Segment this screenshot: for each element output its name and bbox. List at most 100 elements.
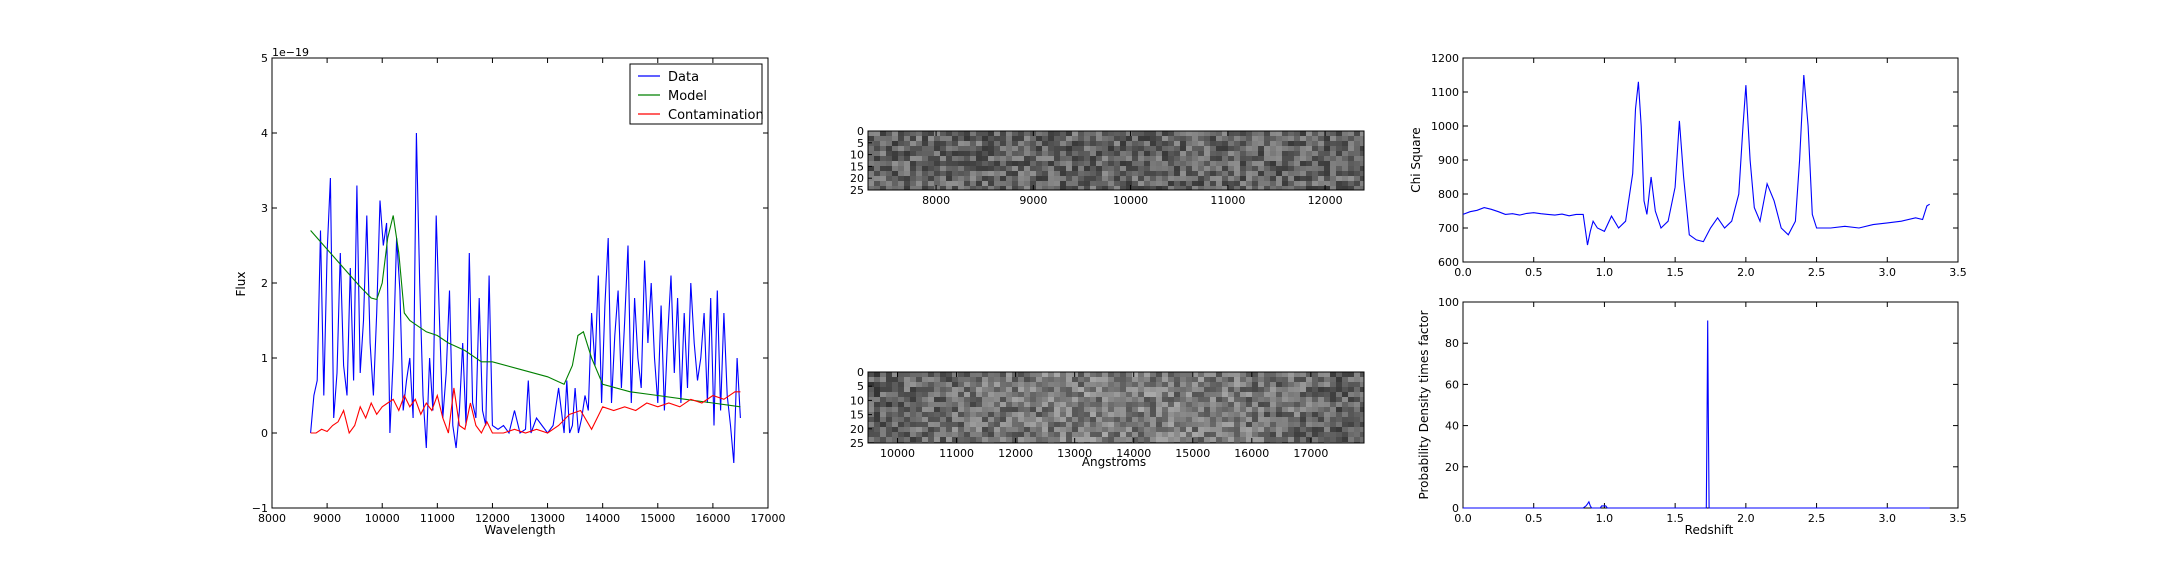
s2bot-pixel: [886, 387, 892, 392]
s2bot-pixel: [1300, 417, 1306, 422]
s2bot-pixel: [1072, 417, 1078, 422]
s2top-pixel: [1156, 131, 1162, 136]
s2top-pixel: [1198, 166, 1204, 171]
s2bot-pixel: [1312, 422, 1318, 427]
s2bot-pixel: [910, 432, 916, 437]
s2top-pixel: [1006, 151, 1012, 156]
s2bot-pixel: [922, 412, 928, 417]
s2top-pixel: [952, 181, 958, 186]
s2bot-pixel: [1360, 427, 1364, 432]
s2top-pixel: [1330, 146, 1336, 151]
s2top-pixel: [1300, 131, 1306, 136]
s2top-pixel: [1012, 141, 1018, 146]
s2bot-pixel: [976, 427, 982, 432]
s2bot-pixel: [1186, 417, 1192, 422]
s2top-pixel: [1204, 186, 1210, 190]
s2top-pixel: [970, 181, 976, 186]
s2bot-pixel: [1156, 437, 1162, 442]
s2bot-pixel: [1186, 402, 1192, 407]
s2top-pixel: [982, 136, 988, 141]
s2top-pixel: [1348, 156, 1354, 161]
s2top-pixel: [1102, 181, 1108, 186]
s2bot-pixel: [934, 432, 940, 437]
s2bot-pixel: [1180, 407, 1186, 412]
s2top-pixel: [1150, 161, 1156, 166]
s2bot-pixel: [970, 387, 976, 392]
s2bot-pixel: [1228, 422, 1234, 427]
s2top-pixel: [1270, 181, 1276, 186]
s2bot-pixel: [1036, 407, 1042, 412]
s2bot-pixel: [1240, 387, 1246, 392]
s2top-pixel: [1210, 151, 1216, 156]
s2top-pixel: [994, 141, 1000, 146]
s2top-pixel: [1288, 146, 1294, 151]
s2top-pixel: [868, 186, 874, 190]
s2bot-pixel: [1096, 422, 1102, 427]
s2bot-pixel: [988, 407, 994, 412]
s2top-pixel: [982, 176, 988, 181]
s2top-pixel: [1300, 166, 1306, 171]
s2top-pixel: [1240, 146, 1246, 151]
s2bot-pixel: [1108, 422, 1114, 427]
s2top-pixel: [1120, 176, 1126, 181]
s2bot-pixel: [1072, 402, 1078, 407]
s2top-pixel: [1276, 176, 1282, 181]
s2top-pixel: [1318, 141, 1324, 146]
s2bot-pixel: [970, 372, 976, 377]
s2top-pixel: [958, 171, 964, 176]
s2top-pixel: [1306, 131, 1312, 136]
s2top-pixel: [976, 186, 982, 190]
s2top-pixel: [886, 156, 892, 161]
s2top-pixel: [1024, 151, 1030, 156]
s2top-pixel: [1018, 151, 1024, 156]
s2top-pixel: [976, 141, 982, 146]
s2bot-pixel: [964, 372, 970, 377]
s2bot-pixel: [1060, 377, 1066, 382]
s2bot-pixel: [1090, 397, 1096, 402]
s2bot-pixel: [892, 412, 898, 417]
s2top-pixel: [1204, 166, 1210, 171]
s2bot-pixel: [1156, 402, 1162, 407]
s2bot-pixel: [910, 377, 916, 382]
s2top-pixel: [1360, 146, 1364, 151]
s2bot-pixel: [994, 392, 1000, 397]
s2bot-pixel: [952, 417, 958, 422]
s2bot-pixel: [880, 402, 886, 407]
s2bot-pixel: [1132, 387, 1138, 392]
s2top-pixel: [1054, 131, 1060, 136]
s2top-pixel: [1168, 141, 1174, 146]
s2bot-pixel: [1144, 422, 1150, 427]
s2top-pixel: [1246, 166, 1252, 171]
s2top-pixel: [1336, 141, 1342, 146]
s2bot-pixel: [1000, 402, 1006, 407]
s2top-pixel: [1186, 136, 1192, 141]
s2bot-pixel: [1270, 437, 1276, 442]
s2bot-pixel: [934, 427, 940, 432]
s2bot-pixel: [1150, 377, 1156, 382]
s2top-pixel: [1204, 171, 1210, 176]
s2top-pixel: [1306, 151, 1312, 156]
s2bot-pixel: [1198, 377, 1204, 382]
s2top-pixel: [1360, 186, 1364, 190]
s2top-pixel: [940, 141, 946, 146]
s2top-pixel: [958, 141, 964, 146]
s2bot-pixel: [880, 422, 886, 427]
s2bot-pixel: [1150, 412, 1156, 417]
s2bot-pixel: [964, 387, 970, 392]
s2bot-pixel: [1294, 417, 1300, 422]
s2bot-pixel: [1042, 377, 1048, 382]
s2bot-pixel: [1066, 377, 1072, 382]
s2bot-pixel: [994, 382, 1000, 387]
s2top-pixel: [982, 171, 988, 176]
s2top-pixel: [904, 151, 910, 156]
s2bot-pixel: [1144, 412, 1150, 417]
pdf-xtick-label: 1.0: [1596, 512, 1614, 525]
s2bot-pixel: [1036, 397, 1042, 402]
s2top-pixel: [928, 146, 934, 151]
s2bot-pixel: [1234, 372, 1240, 377]
s2bot-pixel: [1300, 392, 1306, 397]
s2top-pixel: [1048, 141, 1054, 146]
s2top-pixel: [1024, 171, 1030, 176]
s2bot-pixel: [1006, 377, 1012, 382]
s2bot-pixel: [1054, 427, 1060, 432]
